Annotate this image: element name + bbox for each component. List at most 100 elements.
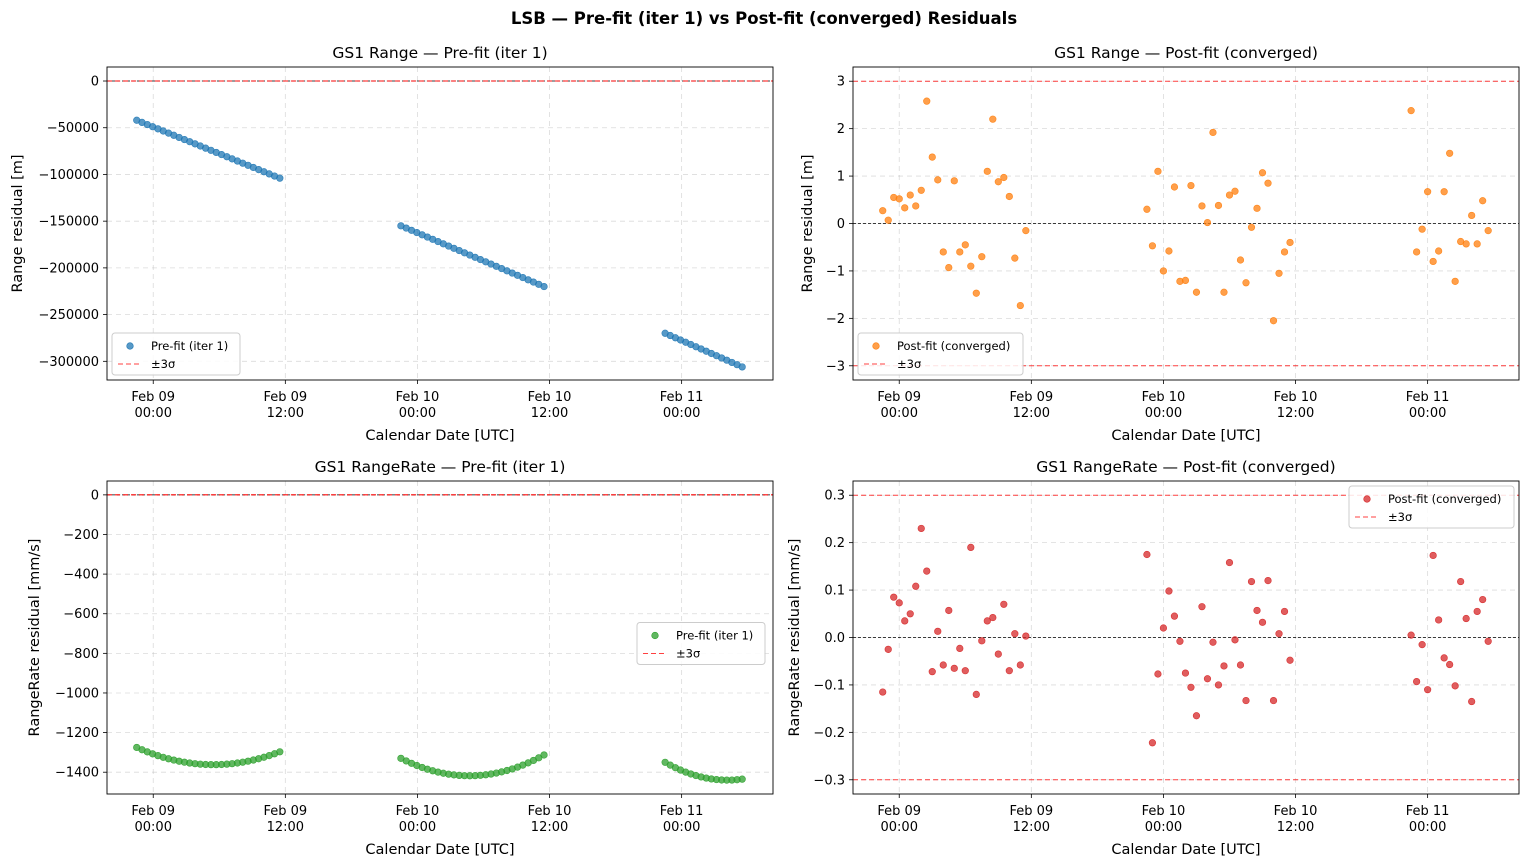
x-tick-label: Feb 10 12:00 bbox=[1274, 390, 1318, 421]
data-point bbox=[895, 599, 903, 607]
data-point bbox=[1258, 169, 1267, 177]
x-tick-label: Feb 09 12:00 bbox=[263, 804, 307, 835]
y-tick-label: 2 bbox=[837, 122, 845, 137]
x-tick-label: Feb 10 12:00 bbox=[528, 390, 572, 421]
data-point bbox=[945, 606, 953, 615]
data-point bbox=[972, 690, 980, 699]
data-point bbox=[1016, 301, 1024, 310]
legend: Post-fit (converged) ±3σ bbox=[857, 332, 1024, 376]
data-point bbox=[923, 567, 931, 575]
y-tick-label: −300000 bbox=[38, 355, 99, 370]
data-point bbox=[1231, 187, 1239, 195]
y-axis-label: RangeRate residual [mm/s] bbox=[787, 539, 803, 737]
subplot-2: Feb 09 00:00 Feb 09 12:00 Feb 10 00:00 Feb 10 1… bbox=[800, 44, 1520, 444]
data-point bbox=[1209, 128, 1217, 137]
y-tick-label: 0 bbox=[837, 217, 845, 232]
data-point bbox=[912, 582, 920, 590]
data-point bbox=[738, 363, 746, 371]
data-point bbox=[1187, 181, 1195, 190]
data-point bbox=[1258, 618, 1267, 626]
data-point bbox=[276, 174, 284, 182]
x-tick-label: Feb 09 00:00 bbox=[131, 390, 175, 421]
data-point bbox=[1005, 667, 1013, 675]
data-point bbox=[1429, 257, 1437, 266]
data-point bbox=[1011, 630, 1019, 638]
data-point bbox=[1220, 288, 1228, 296]
x-tick-label: Feb 09 00:00 bbox=[131, 804, 175, 835]
data-point bbox=[961, 241, 969, 249]
y-tick-label: −250000 bbox=[38, 308, 99, 323]
x-axis-label: Calendar Date [UTC] bbox=[1111, 842, 1260, 858]
y-tick-label: 0.3 bbox=[824, 489, 845, 504]
y-axis-label: Range residual [m] bbox=[10, 154, 26, 292]
subplot-title: GS1 RangeRate — Pre-fit (iter 1) bbox=[315, 458, 566, 476]
data-point bbox=[1413, 248, 1421, 256]
axes-frame bbox=[106, 480, 774, 795]
figure-title: LSB — Pre-fit (iter 1) vs Post-fit (conv… bbox=[510, 9, 1018, 28]
data-point bbox=[738, 775, 746, 783]
data-point bbox=[1176, 637, 1184, 645]
legend-marker bbox=[126, 342, 134, 350]
data-point bbox=[1231, 636, 1239, 644]
data-point bbox=[1479, 197, 1487, 205]
x-tick-label: Feb 09 00:00 bbox=[877, 804, 921, 835]
data-point bbox=[1214, 201, 1223, 210]
data-point bbox=[1407, 107, 1415, 115]
data-point bbox=[1236, 256, 1245, 264]
data-point bbox=[276, 748, 284, 756]
legend-label-sigma: ±3σ bbox=[151, 357, 175, 371]
data-point bbox=[1000, 600, 1008, 608]
data-point bbox=[879, 207, 887, 215]
legend-marker bbox=[1363, 495, 1371, 503]
data-point bbox=[1269, 317, 1278, 325]
data-point bbox=[967, 543, 975, 551]
data-point bbox=[1275, 269, 1283, 277]
legend: Pre-fit (iter 1) ±3σ bbox=[111, 332, 241, 376]
data-point bbox=[1209, 638, 1217, 646]
data-point bbox=[1214, 681, 1223, 689]
data-point bbox=[1170, 612, 1179, 620]
data-point bbox=[1225, 558, 1234, 567]
x-tick-label: Feb 10 00:00 bbox=[396, 804, 440, 835]
y-tick-label: −200000 bbox=[38, 261, 99, 276]
data-point bbox=[1154, 670, 1162, 678]
data-point bbox=[983, 167, 991, 175]
axes-frame bbox=[852, 66, 1520, 381]
y-tick-label: −1000 bbox=[55, 686, 99, 701]
data-point bbox=[1264, 179, 1272, 187]
x-tick-label: Feb 11 00:00 bbox=[1406, 390, 1450, 421]
legend: Pre-fit (iter 1) ±3σ bbox=[636, 622, 766, 665]
legend-label-series: Post-fit (converged) bbox=[1388, 492, 1501, 506]
y-tick-label: −600 bbox=[63, 607, 99, 622]
data-point bbox=[1440, 654, 1448, 662]
data-point bbox=[906, 191, 914, 199]
data-point bbox=[1484, 637, 1492, 645]
y-tick-label: 3 bbox=[837, 75, 845, 90]
data-point bbox=[950, 664, 958, 672]
data-point bbox=[945, 264, 953, 272]
data-point bbox=[1154, 167, 1162, 175]
y-tick-label: −0.3 bbox=[813, 773, 845, 788]
data-point bbox=[939, 661, 947, 669]
data-point bbox=[1269, 696, 1278, 705]
data-point bbox=[879, 688, 887, 696]
data-point bbox=[1264, 576, 1272, 585]
data-point bbox=[1473, 240, 1481, 248]
x-tick-label: Feb 10 12:00 bbox=[528, 804, 572, 835]
data-point bbox=[1429, 551, 1437, 560]
data-point bbox=[1286, 238, 1294, 247]
y-tick-label: 1 bbox=[837, 170, 845, 185]
data-point bbox=[1413, 678, 1421, 686]
data-series bbox=[133, 743, 746, 784]
x-tick-label: Feb 10 00:00 bbox=[1142, 804, 1186, 835]
data-point bbox=[1457, 577, 1465, 586]
data-point bbox=[1148, 242, 1157, 250]
data-point bbox=[1198, 202, 1206, 210]
data-point bbox=[1192, 288, 1201, 296]
data-point bbox=[1203, 218, 1212, 227]
data-point bbox=[1170, 183, 1179, 191]
data-point bbox=[934, 627, 942, 635]
subplot-4: Feb 09 00:00 Feb 09 12:00 Feb 10 00:00 Feb 10 1… bbox=[787, 458, 1520, 858]
subplot-3: Feb 09 00:00 Feb 09 12:00 Feb 10 00:00 Feb 10 1… bbox=[27, 458, 774, 858]
data-point bbox=[1187, 683, 1195, 691]
